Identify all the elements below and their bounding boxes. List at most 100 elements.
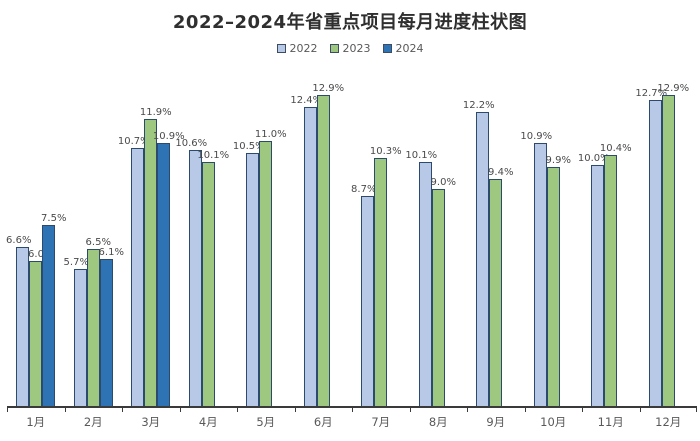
bar-2022-1月: 6.6% — [6, 235, 31, 406]
bar-value-label: 10.0% — [577, 153, 610, 164]
bar-2023-5月: 11.0% — [255, 129, 287, 406]
bar-slot-empty — [272, 405, 285, 406]
legend-item-2024: 2024 — [382, 42, 424, 55]
bar-2022-9月: 12.2% — [463, 100, 495, 406]
bar-value-label: 10.6% — [175, 138, 208, 149]
x-axis-label-2月: 2月 — [83, 415, 103, 429]
x-axis-label-3月: 3月 — [141, 415, 161, 429]
bar-value-label: 9.4% — [488, 167, 514, 178]
plot-area: 6.6% 6.0% 7.5% 5.7% 6.5% 6.1% 10.7% 11.9% 10.9% 1… — [6, 78, 698, 412]
x-axis-tick — [122, 406, 123, 412]
bar-2022-3月: 10.7% — [118, 136, 150, 406]
bar-value-label: 12.9% — [312, 83, 345, 94]
bar-group-12月: 12.7% 12.9% — [635, 78, 698, 406]
x-axis-tick — [524, 406, 526, 412]
bar-2022-5月: 10.5% — [233, 141, 265, 406]
x-axis-tick — [294, 406, 296, 412]
bar-group-11月: 10.0% 10.4% — [578, 78, 640, 406]
bar-2022-11月: 10.0% — [578, 153, 610, 406]
x-axis-tick — [639, 406, 641, 412]
legend-item-2023: 2023 — [329, 42, 371, 55]
bar-value-label: 10.5% — [232, 141, 265, 152]
bar-group-10月: 10.9% 9.9% — [520, 78, 583, 406]
legend-swatch-icon — [382, 44, 392, 53]
bar-value-label: 12.9% — [657, 83, 690, 94]
bar-2023-10月: 9.9% — [546, 155, 571, 406]
bar-2022-7月: 8.7% — [351, 184, 376, 406]
bar-group-1月: 6.6% 6.0% 7.5% — [6, 78, 66, 406]
bar-value-label: 10.9% — [520, 131, 553, 142]
chart-title: 2022–2024年省重点项目每月进度柱状图 — [172, 12, 528, 33]
legend-swatch-icon — [329, 44, 339, 53]
x-axis-label-4月: 4月 — [198, 415, 218, 429]
x-axis-label-11月: 11月 — [597, 415, 624, 429]
x-axis-label-12月: 12月 — [655, 415, 682, 429]
bar-2024-2月: 6.1% — [99, 247, 124, 406]
x-axis-label-8月: 8月 — [428, 415, 448, 429]
bar-value-label: 11.9% — [139, 107, 172, 118]
bar-value-label: 6.0% — [28, 249, 54, 260]
bar-slot-empty — [330, 405, 343, 406]
bar-value-label: 5.7% — [63, 257, 89, 268]
legend-label: 2023 — [342, 42, 371, 55]
bar-group-6月: 12.4% 12.9% — [290, 78, 353, 406]
bar-value-label: 8.7% — [351, 184, 377, 195]
bar-value-label: 7.5% — [41, 213, 67, 224]
bar-value-label: 6.5% — [85, 237, 111, 248]
bar-value-label: 10.9% — [152, 131, 185, 142]
bar-group-2月: 5.7% 6.5% 6.1% — [63, 78, 124, 406]
bar-2023-7月: 10.3% — [370, 146, 402, 406]
bar-value-label: 9.0% — [430, 177, 456, 188]
legend-label: 2024 — [395, 42, 424, 55]
bar-2023-6月: 12.9% — [312, 83, 344, 406]
bar-slot-empty — [387, 405, 400, 406]
bar-2022-12月: 12.7% — [635, 88, 667, 406]
bar-group-9月: 12.2% 9.4% — [463, 78, 525, 406]
bar-2024-1月: 7.5% — [41, 213, 66, 406]
bar-2022-8月: 10.1% — [405, 150, 437, 406]
bar-2024-3月: 10.9% — [153, 131, 185, 406]
bar-value-label: 12.2% — [462, 100, 495, 111]
bar-slot-empty — [617, 405, 630, 406]
bar-2023-11月: 10.4% — [600, 143, 632, 406]
bar-2023-2月: 6.5% — [86, 237, 111, 406]
bar-2023-4月: 10.1% — [197, 150, 229, 406]
bar-value-label: 10.1% — [405, 150, 438, 161]
x-axis-tick — [352, 406, 353, 412]
bar-group-8月: 10.1% 9.0% — [405, 78, 468, 406]
bar-value-label: 10.7% — [117, 136, 150, 147]
bar-2023-9月: 9.4% — [488, 167, 513, 406]
bar-group-4月: 10.6% 10.1% — [175, 78, 238, 406]
legend-swatch-icon — [276, 44, 286, 53]
x-axis-label-10月: 10月 — [540, 415, 567, 429]
bar-value-label: 6.1% — [98, 247, 124, 258]
bar-value-label: 12.7% — [635, 88, 668, 99]
bar-2022-6月: 12.4% — [290, 95, 322, 406]
legend-item-2022: 2022 — [276, 42, 318, 55]
x-axis-tick — [696, 406, 697, 412]
bar-slot-empty — [215, 405, 228, 406]
bar-slot-empty — [675, 405, 688, 406]
x-axis-tick — [7, 406, 8, 412]
legend-label: 2022 — [289, 42, 318, 55]
bar-value-label: 6.6% — [6, 235, 32, 246]
x-axis-label-6月: 6月 — [313, 415, 333, 429]
bar-2023-12月: 12.9% — [657, 83, 689, 406]
x-axis-label-9月: 9月 — [486, 415, 506, 429]
bar-2023-8月: 9.0% — [431, 177, 456, 406]
x-axis-label-1月: 1月 — [26, 415, 46, 429]
legend: 2022 2023 2024 — [0, 42, 700, 55]
x-axis-label-7月: 7月 — [371, 415, 391, 429]
x-axis-tick — [582, 406, 583, 412]
bar-2022-4月: 10.6% — [175, 138, 207, 406]
bar-value-label: 10.3% — [369, 146, 402, 157]
bar-2022-10月: 10.9% — [520, 131, 552, 406]
bar-slot-empty — [560, 405, 573, 406]
bar-value-label: 10.4% — [599, 143, 632, 154]
bar-group-3月: 10.7% 11.9% 10.9% — [118, 78, 185, 406]
bar-value-label: 9.9% — [545, 155, 571, 166]
x-axis-label-5月: 5月 — [256, 415, 276, 429]
x-axis-tick — [467, 406, 468, 412]
bar-value-label: 10.1% — [197, 150, 230, 161]
bar-value-label: 12.4% — [290, 95, 323, 106]
